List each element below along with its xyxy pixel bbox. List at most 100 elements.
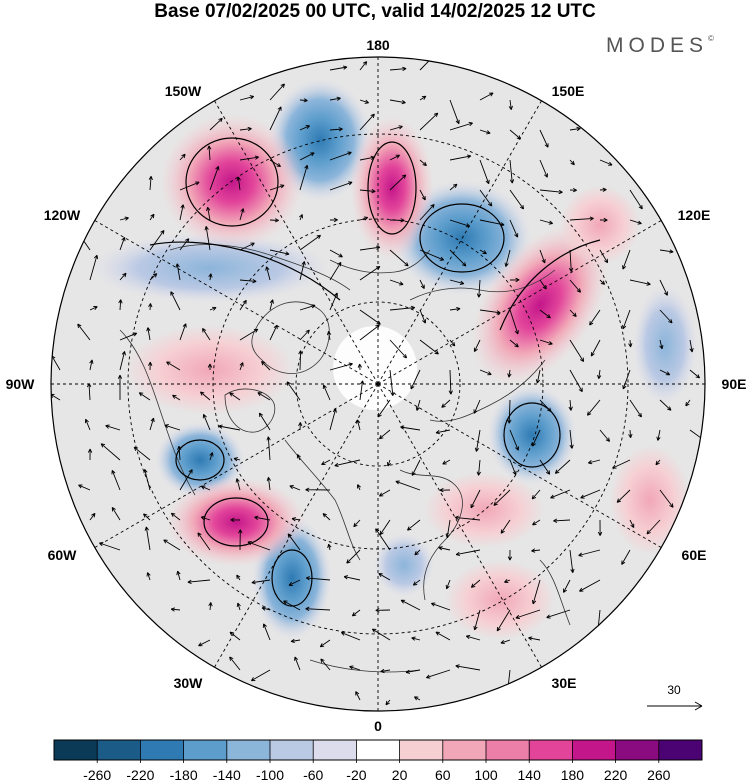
wind-vector	[355, 691, 361, 701]
wind-vector	[359, 61, 368, 71]
wind-vector	[621, 549, 631, 565]
wind-vector	[175, 263, 181, 281]
colorbar-swatch	[615, 740, 660, 760]
lon-label-30w: 30W	[174, 675, 204, 691]
wind-vector	[445, 579, 451, 590]
wind-vector	[148, 175, 153, 191]
wind-vector	[531, 489, 541, 500]
wind-vector	[351, 609, 361, 617]
wind-vector	[100, 443, 121, 461]
wind-vector	[628, 429, 633, 439]
wind-vector	[319, 639, 331, 648]
colorbar-tick-label: -180	[170, 767, 198, 783]
wind-vector	[685, 399, 691, 407]
wind-vector	[329, 217, 338, 223]
wind-vector	[340, 631, 361, 641]
wind-vector	[329, 127, 343, 132]
wind-vector	[359, 113, 375, 131]
wind-vector	[269, 218, 279, 223]
colorbar-tick-label: -220	[126, 767, 154, 783]
wind-vector	[111, 469, 121, 491]
wind-vector	[629, 219, 642, 225]
wind-vector	[236, 176, 241, 191]
wind-vector	[343, 575, 361, 581]
wind-vector	[239, 155, 259, 161]
wind-vector	[659, 489, 674, 508]
colorbar-tick-label: -100	[256, 767, 284, 783]
coastline	[429, 359, 546, 422]
wind-vector	[176, 570, 181, 581]
wind-vector	[166, 361, 181, 371]
lon-label-180: 180	[366, 37, 390, 53]
wind-vector	[118, 299, 123, 311]
wind-vector	[479, 219, 505, 227]
wind-vector	[375, 608, 391, 613]
wind-vector	[414, 549, 421, 556]
wind-vector	[479, 92, 494, 101]
wind-vector	[177, 445, 182, 461]
wind-vector	[233, 457, 241, 462]
wind-vector	[357, 363, 362, 371]
wind-vector	[329, 408, 337, 431]
reference-vector: 30	[647, 683, 703, 711]
lon-label-60w: 60W	[48, 547, 78, 563]
wind-vector	[239, 208, 245, 221]
wind-vector	[291, 517, 301, 522]
wind-vector	[254, 515, 271, 521]
colorbar-swatch	[356, 740, 400, 760]
wind-vector	[411, 636, 421, 641]
wind-vector	[380, 668, 391, 674]
wind-vector	[622, 309, 631, 330]
wind-vector	[299, 164, 309, 191]
wind-vector	[206, 206, 211, 221]
wind-vector	[508, 99, 513, 110]
wind-vector	[238, 529, 243, 551]
wind-vector	[321, 459, 331, 466]
wind-vector	[389, 66, 407, 71]
wind-vector	[239, 299, 247, 311]
wind-vector	[599, 159, 613, 166]
wind-vector	[269, 159, 281, 168]
contour	[503, 402, 561, 468]
wind-vector	[449, 339, 456, 347]
wind-vector	[504, 578, 511, 584]
wind-vector	[419, 339, 439, 355]
wind-vector	[622, 249, 631, 270]
wind-vector	[385, 699, 391, 706]
colorbar-tick-label: -260	[83, 767, 111, 783]
anomaly-layer	[90, 78, 697, 640]
wind-vector	[239, 242, 255, 251]
wind-vector	[535, 369, 541, 384]
meridian-line	[214, 100, 379, 385]
wind-vector	[599, 429, 611, 442]
wind-vector	[148, 361, 153, 371]
wind-vector	[320, 658, 331, 671]
wind-vector	[389, 154, 400, 161]
wind-vector	[569, 279, 582, 293]
anomaly-high	[445, 560, 555, 640]
brand-logo: MODES©	[606, 34, 714, 58]
wind-vector	[659, 249, 674, 254]
wind-vector	[299, 152, 315, 161]
colorbar-swatch	[97, 740, 141, 760]
wind-vector	[204, 226, 211, 251]
wind-vector	[179, 238, 190, 251]
coastlines	[119, 244, 571, 673]
wind-vector	[261, 606, 271, 611]
wind-vector	[449, 249, 467, 267]
wind-vector	[413, 696, 421, 701]
lon-label-150w: 150W	[165, 83, 202, 99]
wind-vector	[187, 579, 211, 585]
wind-vector	[146, 327, 151, 341]
wind-vector	[509, 277, 520, 283]
wind-vector	[179, 153, 186, 161]
wind-vector	[599, 249, 609, 264]
lon-label-30e: 30E	[552, 675, 577, 691]
wind-vector	[539, 219, 553, 225]
wind-vector	[389, 99, 406, 105]
wind-vector	[375, 528, 391, 551]
wind-vector	[599, 217, 608, 223]
wind-vector	[578, 549, 601, 557]
wind-vector	[507, 399, 512, 424]
